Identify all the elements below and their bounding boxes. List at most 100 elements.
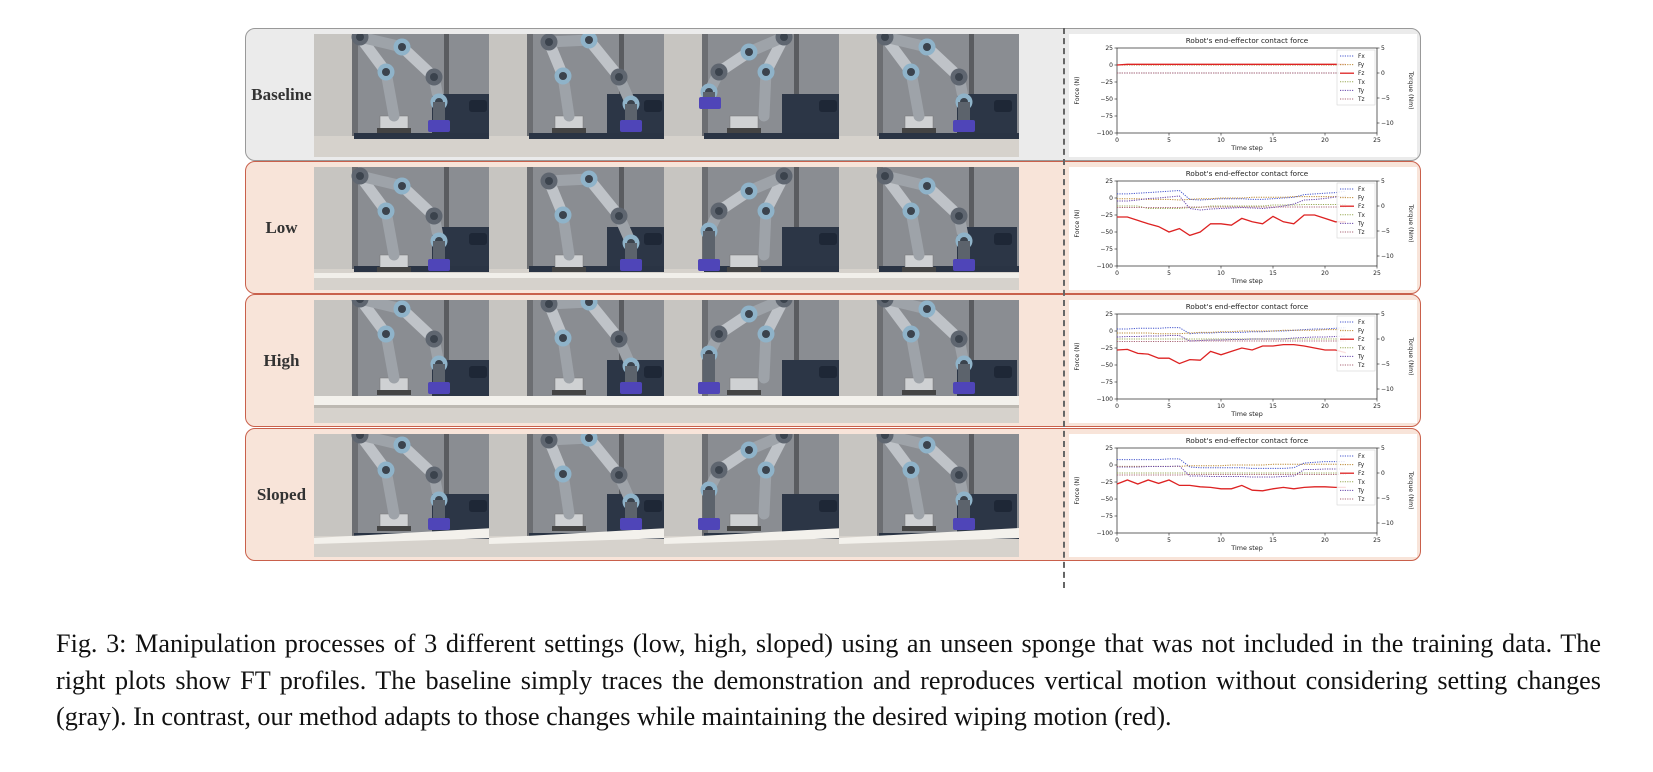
- legend-label: Fy: [1358, 196, 1365, 202]
- legend-label: Fz: [1358, 204, 1364, 210]
- y-axis-label: Force (N): [1074, 76, 1081, 104]
- x-tick-label: 20: [1321, 537, 1329, 544]
- x-tick-label: 0: [1115, 537, 1119, 544]
- x-tick-label: 20: [1321, 137, 1329, 144]
- legend-label: Tz: [1357, 230, 1365, 236]
- row-label: Low: [265, 217, 298, 237]
- robot-joint-cap: [955, 335, 963, 343]
- y2-tick-label: −10: [1381, 120, 1394, 127]
- sponge-block: [428, 120, 450, 132]
- y-tick-label: −100: [1097, 263, 1114, 270]
- sponge-block: [699, 97, 721, 109]
- x-axis-label: Time step: [1230, 144, 1263, 152]
- photo-surface-edge: [839, 405, 1019, 408]
- y-tick-label: −75: [1100, 113, 1113, 120]
- legend-box: [1336, 49, 1376, 106]
- robot-joint-cap: [356, 434, 364, 439]
- robot-joint-cap: [780, 434, 788, 439]
- photo-equipment-knob: [469, 233, 487, 245]
- ft-profile-plot: Robot's end-effector contact force 0 5 10 15…: [1069, 434, 1417, 557]
- sponge-block: [698, 382, 720, 394]
- robot-joint-cap: [715, 330, 723, 338]
- photo-surface-edge: [314, 405, 494, 408]
- photo-surface: [664, 396, 844, 406]
- robot-joint-cap: [430, 335, 438, 343]
- y2-tick-label: −10: [1381, 520, 1394, 527]
- robot-joint-cap: [881, 434, 889, 439]
- y-tick-label: −100: [1097, 530, 1114, 537]
- y2-axis-label: Torque (Nm): [1407, 203, 1414, 242]
- series-line-tz: [1117, 206, 1346, 208]
- photo-equipment-knob: [994, 100, 1012, 112]
- robot-photo: [664, 34, 844, 157]
- robot-joint-cap: [881, 300, 889, 303]
- y-tick-label: −75: [1100, 379, 1113, 386]
- series-line-fx: [1117, 189, 1346, 201]
- robot-photo-image: [314, 300, 494, 423]
- robot-joint-cap: [559, 334, 567, 342]
- photo-surface: [314, 273, 494, 278]
- x-tick-label: 25: [1373, 403, 1381, 410]
- x-tick-label: 10: [1217, 137, 1225, 144]
- photo-equipment-knob: [644, 366, 662, 378]
- robot-base-plate: [902, 267, 936, 272]
- legend-label: Tz: [1357, 363, 1365, 369]
- photo-equipment-knob: [819, 366, 837, 378]
- sponge-block: [428, 259, 450, 271]
- y-tick-label: −50: [1100, 496, 1113, 503]
- robot-photo: [839, 300, 1019, 423]
- robot-photo-image: [664, 167, 844, 290]
- robot-gripper: [433, 500, 445, 518]
- legend-label: Fx: [1358, 187, 1365, 193]
- photo-equipment-knob: [469, 500, 487, 512]
- row-low: Low Robot's end-effector contact force 0 5 1…: [245, 161, 1421, 294]
- photo-frame-post: [794, 34, 799, 144]
- robot-joint-cap: [382, 68, 390, 76]
- robot-photo-image: [314, 34, 494, 157]
- sponge-block: [953, 382, 975, 394]
- y-tick-label: −25: [1100, 479, 1113, 486]
- robot-joint-cap: [585, 175, 593, 183]
- robot-joint-cap: [398, 43, 406, 51]
- y2-tick-label: −5: [1381, 228, 1390, 235]
- figure-3: Baseline Robot's end-effector contact for…: [245, 28, 1423, 588]
- y-tick-label: 25: [1105, 445, 1113, 452]
- x-tick-label: 15: [1269, 270, 1277, 277]
- series-line-fy: [1117, 329, 1346, 335]
- x-axis-label: Time step: [1230, 277, 1263, 285]
- y2-tick-label: −10: [1381, 253, 1394, 260]
- y-tick-label: −25: [1100, 212, 1113, 219]
- robot-joint-cap: [615, 471, 623, 479]
- photo-frame-post: [527, 34, 533, 157]
- robot-joint-cap: [923, 182, 931, 190]
- robot-gripper: [625, 366, 637, 382]
- y-tick-label: 0: [1109, 62, 1113, 69]
- series-line-fy: [1117, 463, 1346, 467]
- robot-base-plate: [727, 267, 761, 272]
- robot-joint-cap: [545, 300, 553, 308]
- robot-joint-cap: [356, 172, 364, 180]
- y2-tick-label: 5: [1381, 445, 1385, 452]
- robot-joint-cap: [715, 207, 723, 215]
- robot-photo: [489, 167, 669, 290]
- photo-frame-post: [969, 34, 974, 144]
- y2-tick-label: 0: [1381, 203, 1385, 210]
- legend-label: Tz: [1357, 497, 1365, 503]
- y2-tick-label: 5: [1381, 45, 1385, 52]
- robot-gripper: [703, 92, 715, 97]
- y-tick-label: −25: [1100, 79, 1113, 86]
- photo-surface: [489, 273, 669, 278]
- photo-frame-post: [352, 300, 358, 423]
- robot-joint-cap: [955, 212, 963, 220]
- photo-table: [314, 136, 494, 157]
- robot-joint-cap: [559, 470, 567, 478]
- photo-surface-edge: [664, 405, 844, 408]
- chart-title: Robot's end-effector contact force: [1186, 436, 1309, 445]
- legend-label: Fz: [1358, 471, 1364, 477]
- photo-equipment-knob: [644, 100, 662, 112]
- y2-tick-label: 5: [1381, 311, 1385, 318]
- robot-photo: [839, 34, 1019, 157]
- robot-photo: [664, 300, 844, 423]
- series-line-ty: [1117, 195, 1346, 211]
- sponge-block: [428, 518, 450, 530]
